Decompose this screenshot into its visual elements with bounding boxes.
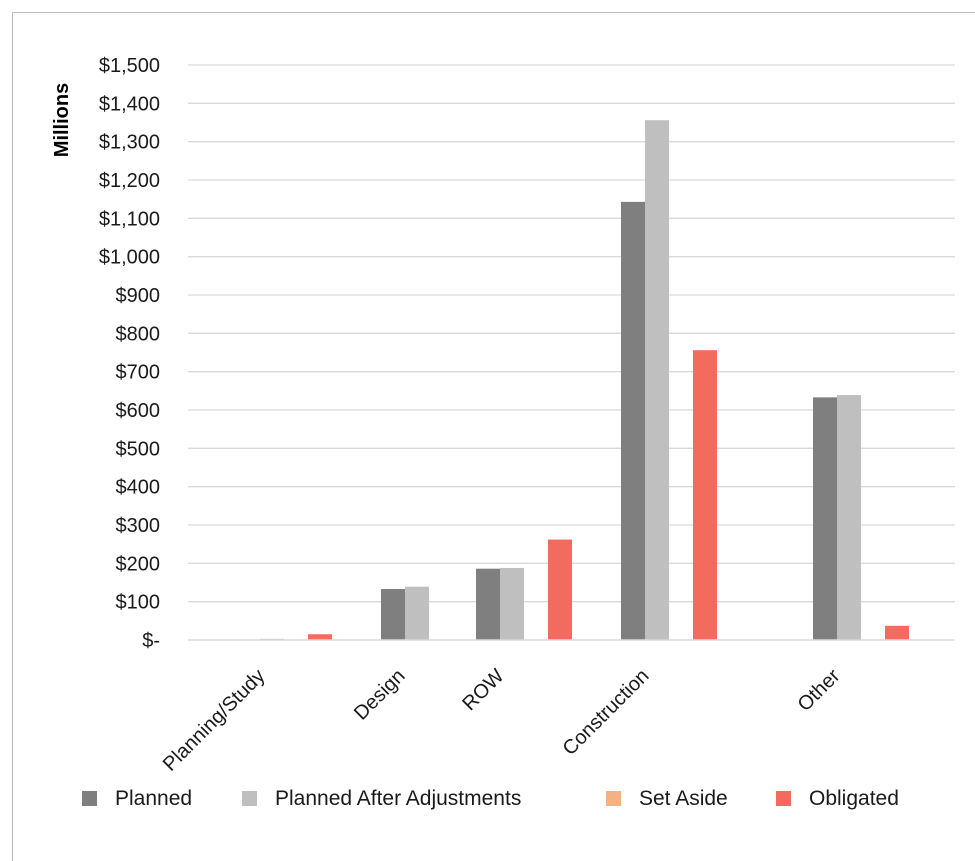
bar-planned-row bbox=[476, 568, 500, 640]
y-tick-label: $500 bbox=[116, 438, 161, 460]
category-label: ROW bbox=[458, 665, 508, 715]
y-tick-label: $1,500 bbox=[99, 55, 160, 77]
y-tick-label: $400 bbox=[116, 477, 161, 499]
bar-planned-after-adjustments-other bbox=[837, 395, 861, 640]
bar-planned-after-adjustments-design bbox=[405, 586, 429, 640]
y-tick-label: $1,400 bbox=[99, 93, 160, 115]
legend-label: Set Aside bbox=[639, 787, 728, 810]
bar-planned-after-adjustments-construction bbox=[645, 120, 669, 640]
y-tick-label: $600 bbox=[116, 400, 161, 422]
chart-frame bbox=[12, 12, 975, 861]
y-tick-label: $1,000 bbox=[99, 247, 160, 269]
bar-obligated-planning-study bbox=[308, 634, 332, 640]
legend-swatch bbox=[606, 791, 621, 806]
bar-planned-other bbox=[813, 397, 837, 640]
legend-swatch bbox=[242, 791, 257, 806]
bars bbox=[260, 120, 909, 640]
y-axis-ticks: $- $100 $200 $300 $400 $500 $600 $700 $800 $900 $1… bbox=[99, 55, 160, 652]
legend-swatch bbox=[776, 791, 791, 806]
y-tick-label: $1,300 bbox=[99, 132, 160, 154]
bar-obligated-row bbox=[548, 539, 572, 640]
bar-obligated-other bbox=[885, 625, 909, 640]
y-tick-label: $800 bbox=[116, 323, 161, 345]
y-tick-label: $200 bbox=[116, 553, 161, 575]
category-label: Planning/Study bbox=[159, 665, 270, 776]
y-tick-label: $1,100 bbox=[99, 208, 160, 230]
legend: Planned Planned After Adjustments Set Asid… bbox=[82, 787, 899, 810]
bar-planned-design bbox=[381, 589, 405, 640]
category-label: Construction bbox=[559, 665, 654, 760]
legend-swatch bbox=[82, 791, 97, 806]
y-tick-label: $- bbox=[142, 630, 160, 652]
y-tick-label: $1,200 bbox=[99, 170, 160, 192]
category-labels: Planning/Study Design ROW Construction Other bbox=[159, 665, 845, 776]
bar-planned-construction bbox=[621, 201, 645, 640]
y-axis-title: Millions bbox=[51, 83, 73, 157]
y-tick-label: $700 bbox=[116, 362, 161, 384]
category-label: Other bbox=[794, 665, 845, 716]
legend-label: Planned After Adjustments bbox=[275, 787, 521, 810]
y-tick-label: $100 bbox=[116, 592, 161, 614]
bar-obligated-construction bbox=[693, 350, 717, 640]
y-tick-label: $300 bbox=[116, 515, 161, 537]
category-label: Design bbox=[350, 665, 410, 725]
y-tick-label: $900 bbox=[116, 285, 161, 307]
legend-label: Planned bbox=[115, 787, 192, 810]
legend-label: Obligated bbox=[809, 787, 899, 810]
bar-planned-after-adjustments-row bbox=[500, 567, 524, 640]
